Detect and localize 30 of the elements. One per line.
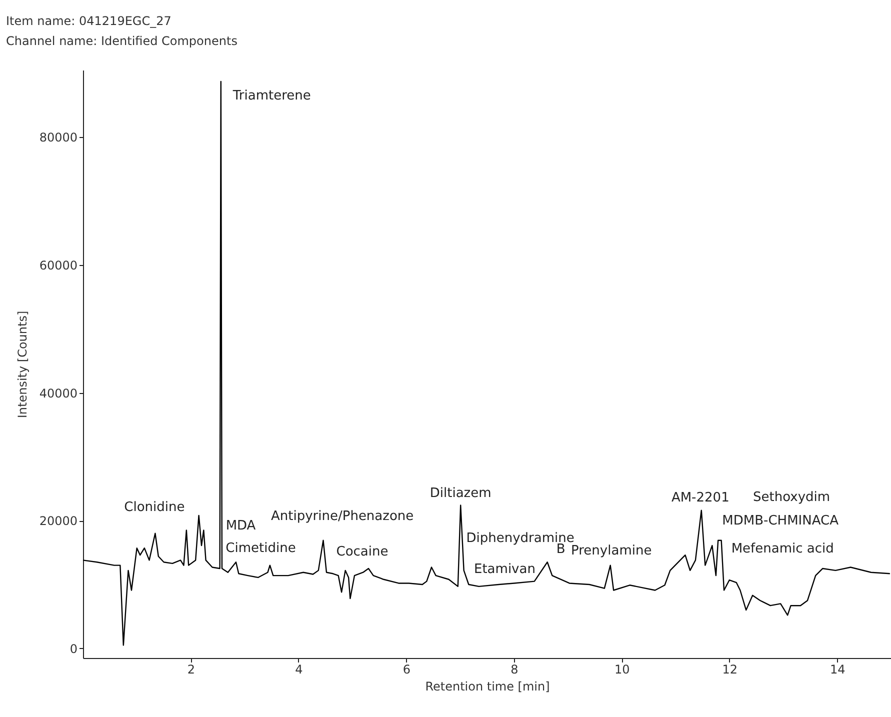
x-tick-label: 10 [614,662,630,676]
x-axis-title: Retention time [min] [425,680,550,694]
annotation: Diltiazem [430,486,492,502]
y-tick-label: 0 [70,642,78,656]
annotation: Clonidine [124,500,185,516]
annotation: MDA [226,518,256,534]
annotation: Prenylamine [571,543,652,558]
annotation: Triamterene [232,88,311,104]
annotation: Mefenamic acid [731,541,834,556]
x-tick-label: 6 [402,662,411,676]
x-tick-label: 14 [830,662,846,676]
x-tick-label: 8 [510,662,518,676]
annotation: Antipyrine/Phenazone [271,509,414,524]
y-axis-title: Intensity [Counts] [15,310,30,418]
line-series [82,80,891,646]
x-tick-label: 4 [295,662,303,676]
annotation: Cimetidine [226,541,296,556]
annotation: Etamivan [474,562,536,577]
chart-subtitle: Channel name: Identified Components [6,34,238,48]
y-tick-label: 40000 [39,386,78,400]
annotation: MDMB-CHMINACA [722,514,839,529]
annotation: Sethoxydim [753,490,830,505]
y-tick-label: 20000 [39,514,78,528]
x-tick-label: 2 [187,662,196,676]
annotation: Cocaine [336,544,388,560]
annotation: AM-2201 [671,490,730,506]
y-tick-label: 80000 [39,130,78,145]
x-tick-label: 12 [722,662,738,676]
y-tick-label: 60000 [39,258,78,272]
chart-title: Item name: 041219EGC_27 [6,14,172,28]
